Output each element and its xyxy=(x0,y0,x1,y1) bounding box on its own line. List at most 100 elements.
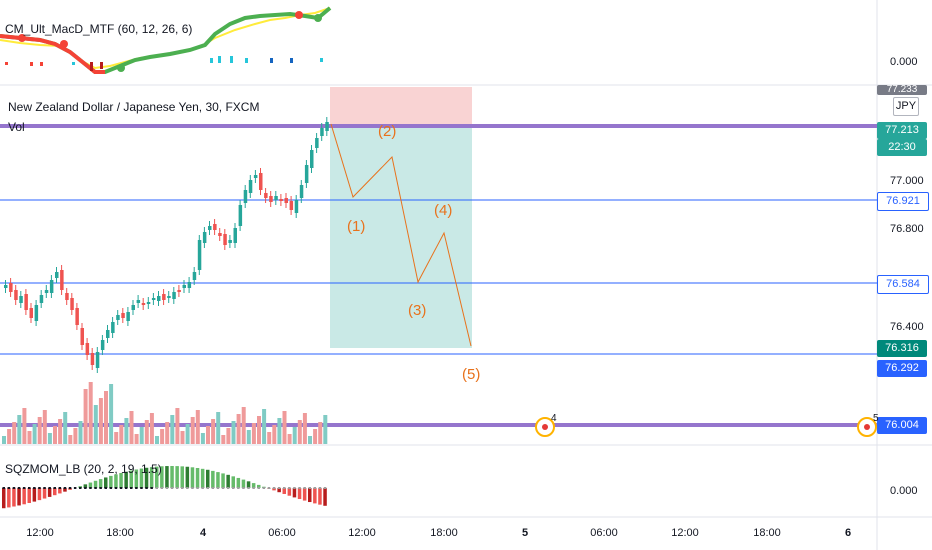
sqz-dot xyxy=(53,487,56,489)
sqz-bar xyxy=(2,488,6,509)
wave-label-1[interactable]: (1) xyxy=(347,218,366,235)
candle xyxy=(85,343,90,355)
time-tick: 5 xyxy=(521,527,529,539)
sqz-bar xyxy=(226,474,230,488)
volume-bar xyxy=(129,411,134,444)
candle xyxy=(162,294,166,300)
volume-bar xyxy=(195,410,200,444)
sqz-dot xyxy=(170,487,174,489)
volume-bar xyxy=(134,434,139,444)
candle xyxy=(70,298,74,310)
volume-bar xyxy=(12,422,17,444)
candle xyxy=(299,185,304,198)
candle xyxy=(187,282,192,288)
sqz-dot xyxy=(48,487,51,489)
alert-dot xyxy=(864,424,870,430)
volume-bar xyxy=(114,432,119,444)
candle xyxy=(228,240,232,243)
macd-indicator-title[interactable]: CM_Ult_MacD_MTF (60, 12, 26, 6) xyxy=(5,22,193,36)
volume-bar xyxy=(221,435,226,444)
wave-label-5[interactable]: (5) xyxy=(462,366,481,383)
sqz-bar xyxy=(83,484,88,488)
sqz-dot xyxy=(73,487,77,489)
time-tick: 06:00 xyxy=(590,527,618,539)
sqz-bar xyxy=(42,488,47,499)
volume-bar xyxy=(104,391,108,444)
volume-bar xyxy=(83,389,88,444)
volume-bar xyxy=(251,423,256,444)
sqz-dot xyxy=(298,487,301,489)
volume-bar xyxy=(68,435,73,444)
volume-bar xyxy=(22,408,27,444)
sqz-bar xyxy=(185,466,190,488)
candle xyxy=(284,198,288,203)
volume-title[interactable]: Vol xyxy=(8,120,25,134)
sqz-bar xyxy=(12,488,16,507)
candle xyxy=(75,308,79,325)
take-profit-zone[interactable] xyxy=(330,124,472,348)
sqz-dot xyxy=(226,487,230,489)
sqz-dot xyxy=(303,487,306,489)
macd-plot xyxy=(0,6,332,74)
sqz-bar xyxy=(308,488,312,503)
volume-bar xyxy=(7,429,12,444)
sqz-dot xyxy=(308,487,311,489)
candle xyxy=(320,128,324,136)
sqz-dot xyxy=(181,487,184,489)
candle xyxy=(213,224,217,230)
sqz-dot xyxy=(99,487,102,489)
sqz-bar xyxy=(287,488,292,496)
sqz-dot xyxy=(277,487,281,489)
volume-bar xyxy=(241,407,246,444)
sqz-dot xyxy=(323,487,327,489)
volume-bar xyxy=(236,414,241,444)
sqz-bar xyxy=(98,479,103,488)
volume-bar xyxy=(53,426,57,444)
sqz-bar xyxy=(155,466,159,488)
sqzmom-indicator-title[interactable]: SQZMOM_LB (20, 2, 19, 1.5) xyxy=(5,462,162,476)
stop-loss-zone[interactable] xyxy=(330,87,472,124)
sqz-bar xyxy=(32,488,37,502)
currency-button[interactable]: JPY xyxy=(893,97,919,116)
candle xyxy=(289,201,294,210)
candle xyxy=(274,196,278,200)
sqz-bar xyxy=(221,473,225,488)
candle xyxy=(223,234,227,245)
time-tick: 12:00 xyxy=(26,527,54,539)
volume-bar xyxy=(170,415,175,444)
volume-bar xyxy=(206,426,210,444)
wave-label-4[interactable]: (4) xyxy=(434,202,453,219)
volume-bar xyxy=(155,436,159,444)
sqz-bar xyxy=(277,488,281,493)
volume-bar xyxy=(180,431,185,444)
candle xyxy=(248,180,253,193)
sqz-bar xyxy=(47,488,52,497)
sqz-dot xyxy=(68,487,72,489)
volume-bar xyxy=(98,398,103,444)
wave-label-3[interactable]: (3) xyxy=(408,302,427,319)
volume-bar xyxy=(246,430,251,444)
symbol-title[interactable]: New Zealand Dollar / Japanese Yen, 30, F… xyxy=(8,100,260,114)
squeeze-momentum-histogram xyxy=(2,466,327,509)
sqz-dot xyxy=(43,487,46,489)
candle xyxy=(146,302,151,304)
sqz-dot xyxy=(211,487,215,489)
sqz-dot xyxy=(242,487,245,489)
time-tick: 18:00 xyxy=(106,527,134,539)
sqz-bar xyxy=(211,470,215,488)
sqz-dot xyxy=(114,487,118,489)
candle xyxy=(218,233,222,236)
volume-bar xyxy=(262,409,267,444)
sqz-bar xyxy=(272,488,276,491)
sqz-dot xyxy=(145,487,148,489)
candle xyxy=(315,138,319,148)
sqz-dot xyxy=(17,487,21,489)
elliott-wave-path[interactable] xyxy=(330,123,472,347)
sqz-bar xyxy=(58,488,62,494)
sqz-dot xyxy=(2,487,5,489)
sqz-dot xyxy=(288,487,291,489)
wave-label-2[interactable]: (2) xyxy=(378,123,397,140)
candle xyxy=(151,298,156,300)
sqz-bar xyxy=(170,466,174,488)
